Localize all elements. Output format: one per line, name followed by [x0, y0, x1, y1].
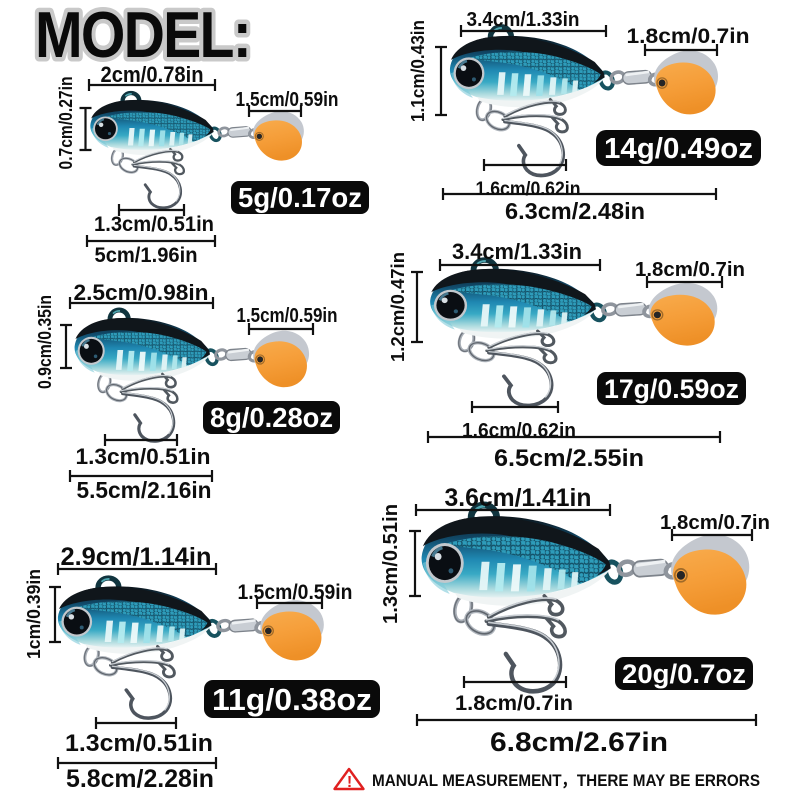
svg-text:0.9cm/0.35in: 0.9cm/0.35in: [35, 295, 55, 389]
svg-text:2.9cm/1.14in: 2.9cm/1.14in: [61, 543, 212, 571]
svg-text:5g/0.17oz: 5g/0.17oz: [238, 182, 362, 213]
svg-text:11g/0.38oz: 11g/0.38oz: [212, 682, 372, 717]
svg-text:20g/0.7oz: 20g/0.7oz: [622, 659, 746, 689]
svg-text:1.8cm/0.7in: 1.8cm/0.7in: [627, 25, 750, 48]
svg-text:1.3cm/0.51in: 1.3cm/0.51in: [380, 504, 402, 624]
svg-text:MODEL:: MODEL:: [35, 0, 250, 71]
svg-text:1.8cm/0.7in: 1.8cm/0.7in: [455, 692, 573, 715]
svg-text:MANUAL MEASUREMENT，THERE MAY B: MANUAL MEASUREMENT，THERE MAY BE ERRORS: [372, 771, 760, 790]
svg-text:1.3cm/0.51in: 1.3cm/0.51in: [94, 213, 214, 236]
svg-text:2.5cm/0.98in: 2.5cm/0.98in: [74, 280, 209, 305]
svg-text:6.3cm/2.48in: 6.3cm/2.48in: [505, 198, 645, 224]
svg-text:3.4cm/1.33in: 3.4cm/1.33in: [467, 9, 580, 31]
svg-text:5.8cm/2.28in: 5.8cm/2.28in: [66, 765, 214, 793]
svg-text:1.3cm/0.51in: 1.3cm/0.51in: [76, 444, 211, 469]
svg-text:1.6cm/0.62in: 1.6cm/0.62in: [462, 420, 576, 442]
svg-text:1.5cm/0.59in: 1.5cm/0.59in: [238, 581, 353, 604]
svg-text:5.5cm/2.16in: 5.5cm/2.16in: [77, 477, 212, 503]
svg-text:2cm/0.78in: 2cm/0.78in: [101, 62, 204, 87]
svg-text:!: !: [347, 774, 352, 791]
svg-text:1.2cm/0.47in: 1.2cm/0.47in: [387, 252, 408, 362]
svg-text:1.6cm/0.62in: 1.6cm/0.62in: [476, 179, 581, 200]
svg-text:14g/0.49oz: 14g/0.49oz: [604, 133, 753, 165]
svg-text:1.1cm/0.43in: 1.1cm/0.43in: [408, 20, 428, 122]
svg-text:8g/0.28oz: 8g/0.28oz: [210, 402, 333, 433]
svg-text:1.8cm/0.7in: 1.8cm/0.7in: [660, 512, 770, 534]
svg-text:1.5cm/0.59in: 1.5cm/0.59in: [236, 89, 339, 111]
svg-text:1.3cm/0.51in: 1.3cm/0.51in: [65, 730, 213, 757]
svg-text:3.4cm/1.33in: 3.4cm/1.33in: [452, 239, 582, 264]
svg-text:1.8cm/0.7in: 1.8cm/0.7in: [635, 259, 745, 281]
svg-text:3.6cm/1.41in: 3.6cm/1.41in: [445, 484, 592, 512]
svg-text:6.5cm/2.55in: 6.5cm/2.55in: [494, 445, 644, 472]
svg-text:5cm/1.96in: 5cm/1.96in: [95, 243, 198, 267]
svg-text:6.8cm/2.67in: 6.8cm/2.67in: [490, 727, 668, 757]
svg-text:0.7cm/0.27in: 0.7cm/0.27in: [56, 77, 76, 170]
svg-text:1.5cm/0.59in: 1.5cm/0.59in: [237, 305, 338, 327]
svg-text:1cm/0.39in: 1cm/0.39in: [24, 569, 44, 659]
svg-text:17g/0.59oz: 17g/0.59oz: [604, 374, 739, 404]
